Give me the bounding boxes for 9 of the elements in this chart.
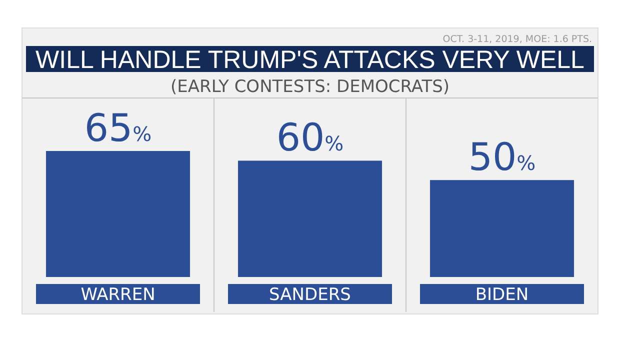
text: OCT. 3-11, 2019, MOE: 1.6 PTS. <box>442 34 592 45</box>
chart-title: WILL HANDLE TRUMP'S ATTACKS VERY WELL <box>36 46 585 74</box>
data-label: 65% <box>84 106 152 150</box>
x-tick-label: WARREN <box>80 285 156 305</box>
x-tick-label: BIDEN <box>475 285 529 305</box>
chart-subtitle: (EARLY CONTESTS: DEMOCRATS) <box>170 77 450 97</box>
data-label: 60% <box>276 116 344 160</box>
data-label: 50% <box>468 135 536 180</box>
x-tick-label: SANDERS <box>269 285 351 305</box>
